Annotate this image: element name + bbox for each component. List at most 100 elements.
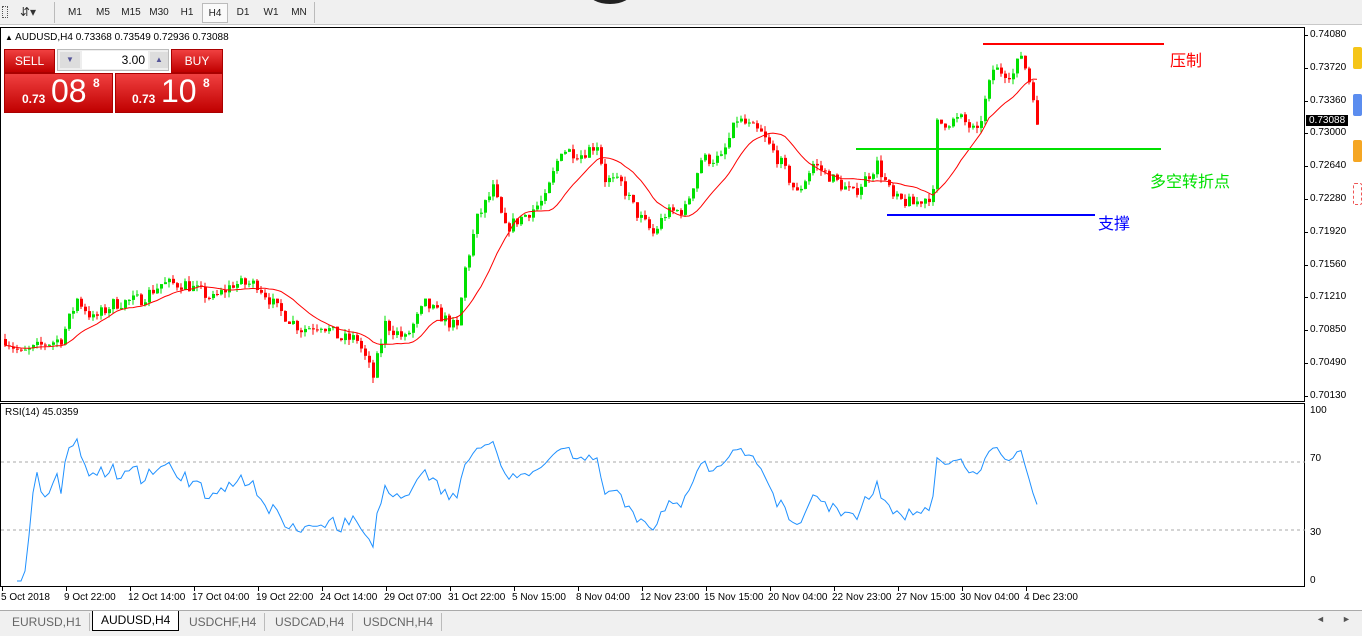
- candle-body: [908, 196, 911, 207]
- ohlc-text: AUDUSD,H4 0.73368 0.73549 0.72936 0.7308…: [15, 32, 229, 43]
- candle: [644, 210, 647, 221]
- candle-body: [492, 184, 495, 197]
- candle: [428, 298, 431, 313]
- candle-body: [800, 188, 803, 191]
- candle-body: [944, 123, 947, 128]
- tab-usdcnh-h4[interactable]: USDCNH,H4: [355, 613, 443, 631]
- annotation-label: 多空转折点: [1150, 174, 1231, 191]
- candle: [1016, 58, 1019, 78]
- candle-body: [888, 179, 891, 186]
- candle-body: [12, 346, 15, 349]
- candle-body: [364, 348, 367, 356]
- candle-body: [272, 298, 275, 305]
- rsi-pane[interactable]: RSI(14) 45.0359: [0, 403, 1305, 587]
- candle: [380, 338, 383, 358]
- timeframe-w1[interactable]: W1: [263, 7, 279, 18]
- candle-body: [236, 283, 239, 288]
- decrease-lots-button[interactable]: ▼: [60, 52, 80, 68]
- sell-price[interactable]: 0.73 08 8: [4, 73, 113, 113]
- candle-body: [1028, 68, 1031, 83]
- crosshair-icon[interactable]: [2, 6, 8, 18]
- candle-body: [24, 349, 27, 351]
- tab-usdchf-h4[interactable]: USDCHF,H4: [181, 613, 266, 631]
- candle-body: [964, 114, 967, 123]
- side-app-icon[interactable]: [1353, 183, 1362, 205]
- buy-button[interactable]: BUY: [171, 49, 223, 73]
- candle: [84, 303, 87, 315]
- timeframe-m30[interactable]: M30: [149, 7, 169, 18]
- candle-body: [520, 216, 523, 225]
- candle-body: [768, 137, 771, 144]
- candle-body: [484, 200, 487, 213]
- time-label: 22 Nov 23:00: [832, 592, 892, 603]
- candle-body: [112, 299, 115, 310]
- candle: [636, 202, 639, 222]
- candle-body: [296, 320, 299, 331]
- candle: [408, 330, 411, 336]
- lots-input[interactable]: 3.00: [82, 51, 148, 69]
- candle: [480, 208, 483, 218]
- side-app-icon[interactable]: [1353, 94, 1362, 116]
- candle-body: [960, 114, 963, 118]
- tab-eurusd-h1[interactable]: EURUSD,H1: [4, 613, 91, 631]
- scroll-left-icon[interactable]: ◄: [1316, 614, 1325, 624]
- candle: [256, 279, 259, 293]
- candle: [412, 322, 415, 338]
- timeframe-h1[interactable]: H1: [180, 7, 194, 18]
- candle-body: [692, 188, 695, 199]
- price-tick: [1304, 395, 1308, 397]
- candle: [652, 224, 655, 237]
- rsi-line: [17, 437, 1038, 582]
- price-chart[interactable]: [0, 27, 1305, 402]
- candle: [448, 313, 451, 332]
- candle-body: [496, 184, 499, 198]
- tab-audusd-h4[interactable]: AUDUSD,H4: [92, 611, 180, 631]
- candle-body: [472, 233, 475, 256]
- candle: [352, 331, 355, 343]
- candle-body: [996, 67, 999, 70]
- candle-body: [324, 328, 327, 332]
- candle: [16, 344, 19, 354]
- candle: [824, 168, 827, 175]
- candle: [868, 172, 871, 183]
- side-app-icon[interactable]: [1353, 140, 1362, 162]
- timeframe-m5[interactable]: M5: [96, 7, 110, 18]
- candle: [844, 182, 847, 190]
- price-tick: [1304, 199, 1308, 200]
- timeframe-h4[interactable]: H4: [202, 3, 228, 23]
- chart-shift-icon[interactable]: ⇵▾: [20, 5, 37, 19]
- candle-body: [696, 173, 699, 189]
- candle: [812, 160, 815, 176]
- timeframe-m15[interactable]: M15: [121, 7, 141, 18]
- timeframe-d1[interactable]: D1: [236, 7, 250, 18]
- time-tick: [706, 587, 707, 591]
- candle-body: [872, 174, 875, 179]
- candle-body: [580, 155, 583, 159]
- tab-usdcad-h4[interactable]: USDCAD,H4: [267, 613, 354, 631]
- increase-lots-button[interactable]: ▲: [150, 52, 168, 68]
- candle-body: [404, 334, 407, 337]
- timeframe-mn[interactable]: MN: [291, 7, 307, 18]
- timeframe-m1[interactable]: M1: [68, 7, 82, 18]
- candle-body: [348, 333, 351, 340]
- candle-body: [372, 362, 375, 378]
- candle-body: [844, 186, 847, 190]
- side-app-icon[interactable]: [1353, 47, 1362, 69]
- sell-button[interactable]: SELL: [4, 49, 55, 73]
- collapse-icon[interactable]: ▲: [5, 33, 16, 42]
- candle: [564, 149, 567, 155]
- candle-body: [992, 69, 995, 81]
- lots-stepper[interactable]: ▼ 3.00 ▲: [57, 49, 169, 71]
- candle-body: [168, 278, 171, 283]
- candle-body: [160, 284, 163, 289]
- candle: [488, 191, 491, 203]
- scroll-right-icon[interactable]: ►: [1342, 614, 1351, 624]
- candle-body: [644, 214, 647, 220]
- candle: [688, 196, 691, 205]
- buy-price[interactable]: 0.73 10 8: [115, 73, 223, 113]
- candle-body: [1016, 58, 1019, 74]
- rsi-level-100: 100: [1310, 405, 1327, 416]
- candle: [284, 310, 287, 323]
- candle: [440, 304, 443, 322]
- time-label: 5 Oct 2018: [1, 592, 50, 603]
